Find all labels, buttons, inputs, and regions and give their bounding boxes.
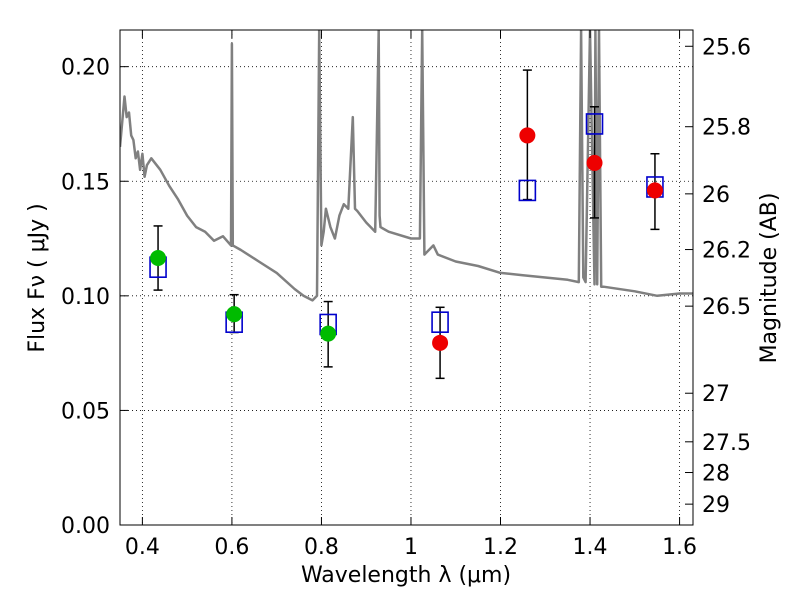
right-tick-label: 25.6 (702, 35, 751, 60)
x-axis-ticks: 0.4 0.6 0.8 1 1.2 1.4 1.6 (125, 30, 697, 560)
right-axis-label: Magnitude (AB) (757, 193, 782, 364)
right-tick-label: 26.2 (702, 239, 751, 264)
x-axis-label: Wavelength λ (μm) (301, 563, 511, 588)
right-tick-label: 27 (702, 382, 730, 407)
data-point-circle (519, 127, 536, 144)
x-tick-label: 1 (404, 535, 418, 560)
x-tick-label: 0.8 (304, 535, 339, 560)
model-spectrum-layer (120, 30, 693, 302)
grid (120, 30, 693, 526)
model-spectrum-line (120, 30, 693, 302)
x-tick-label: 0.4 (125, 535, 160, 560)
y-tick-label: 0.15 (61, 170, 110, 195)
data-point-circle (432, 334, 449, 351)
y-tick-label: 0.10 (61, 285, 110, 310)
marker-layer (149, 113, 664, 351)
right-tick-label: 26.5 (702, 295, 751, 320)
right-tick-label: 29 (702, 493, 730, 518)
data-point-circle (586, 154, 603, 171)
data-point-circle (646, 182, 663, 199)
data-point-circle (320, 325, 337, 342)
y-tick-label: 0.20 (61, 56, 110, 81)
data-point-square (518, 179, 537, 202)
data-point-square (431, 311, 449, 333)
y-tick-label: 0.00 (61, 514, 110, 539)
y-axis-ticks: 0.00 0.05 0.10 0.15 0.20 (61, 56, 128, 539)
right-tick-label: 27.5 (702, 431, 751, 456)
right-tick-label: 26 (702, 183, 730, 208)
x-tick-label: 1.6 (662, 535, 697, 560)
data-point-square (585, 113, 604, 135)
data-point-circle (150, 250, 167, 267)
y-tick-label: 0.05 (61, 399, 110, 424)
x-tick-label: 1.2 (483, 535, 518, 560)
x-tick-label: 1.4 (573, 535, 608, 560)
data-point-circle (226, 306, 243, 323)
x-tick-label: 0.6 (214, 535, 249, 560)
plot-frame (119, 29, 694, 526)
right-axis-ticks: 25.6 25.8 26 26.2 26.5 27 27.5 28 29 (685, 35, 751, 518)
y-axis-label: Flux Fν ( μJy ) (25, 203, 50, 352)
right-tick-label: 28 (702, 462, 730, 487)
right-tick-label: 25.8 (702, 116, 751, 141)
